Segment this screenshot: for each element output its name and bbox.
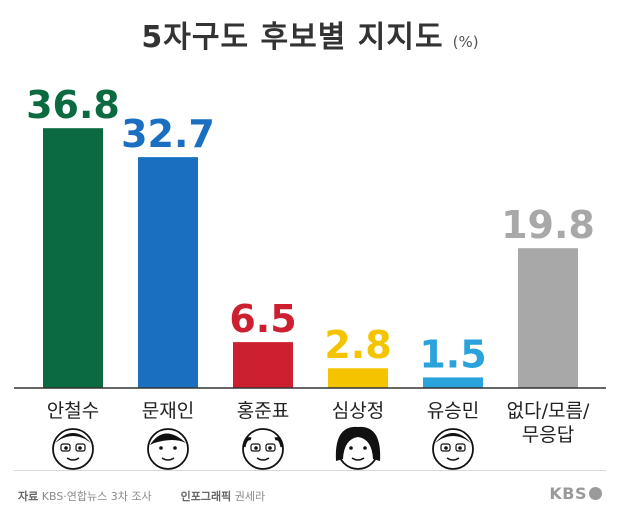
bar [423,377,483,388]
mouth-icon [256,457,270,461]
hair-icon [435,433,471,443]
category-label: 무응답 [522,424,574,446]
mouth-icon [66,457,80,461]
eye-icon [254,446,258,450]
data-label: 2.8 [324,323,391,367]
mouth-icon [351,457,365,461]
bar [138,157,198,388]
broadcaster-logo: KBS [549,484,602,503]
bar [43,128,103,388]
data-label: 19.8 [501,203,595,247]
data-label: 36.8 [26,83,120,127]
category-label: 없다/모름/ [507,400,590,422]
bar [233,342,293,388]
footer-divider [14,470,606,471]
candidate-portrait-icon [52,428,94,470]
data-label: 6.5 [229,297,296,341]
hair-icon [150,433,186,445]
graphic-label: 인포그래픽 [180,490,232,503]
mouth-icon [161,457,175,461]
glasses-icon [455,443,466,452]
glasses-icon [265,443,276,452]
data-label: 1.5 [419,332,486,376]
bar-chart: 36.8 안철수 32.7 문재인 6.5 홍준표 2.8 심상정 1.5 유승민 19.8 없다/모… [14,83,606,470]
graphic-credit: 권세라 [234,490,266,503]
logo-dot-icon [589,487,602,500]
eye-icon [78,446,82,450]
source-label: 자료 [18,490,39,503]
candidate-portrait-icon [242,428,284,470]
chart-unit-label: (%) [452,33,479,51]
hair-icon [242,437,284,448]
hair-icon [335,426,381,461]
eye-icon [64,446,68,450]
category-label: 유승민 [427,400,479,422]
eye-icon [159,446,163,450]
chart-title-block: 5자구도 후보별 지지도 (%) [0,12,620,56]
data-label: 32.7 [121,112,215,156]
category-label: 문재인 [142,400,194,422]
bar [518,248,578,388]
bar [328,368,388,388]
glasses-icon [60,443,71,452]
eye-icon [363,446,367,450]
eye-icon [349,446,353,450]
category-label: 홍준표 [237,400,289,422]
glasses-icon [75,443,86,452]
glasses-icon [440,443,451,452]
source-text: KBS·연합뉴스 3차 조사 [41,490,152,503]
eye-icon [173,446,177,450]
chart-title: 5자구도 후보별 지지도 [141,20,444,55]
eye-icon [458,446,462,450]
source-credit: 자료 KBS·연합뉴스 3차 조사 인포그래픽 권세라 [18,488,265,504]
category-label: 안철수 [47,400,99,422]
logo-text: KBS [549,484,587,503]
candidate-portrait-icon [432,428,474,470]
eye-icon [444,446,448,450]
category-label: 심상정 [332,400,384,422]
mouth-icon [446,457,460,461]
eye-icon [268,446,272,450]
hair-icon [55,433,91,443]
glasses-icon [250,443,261,452]
